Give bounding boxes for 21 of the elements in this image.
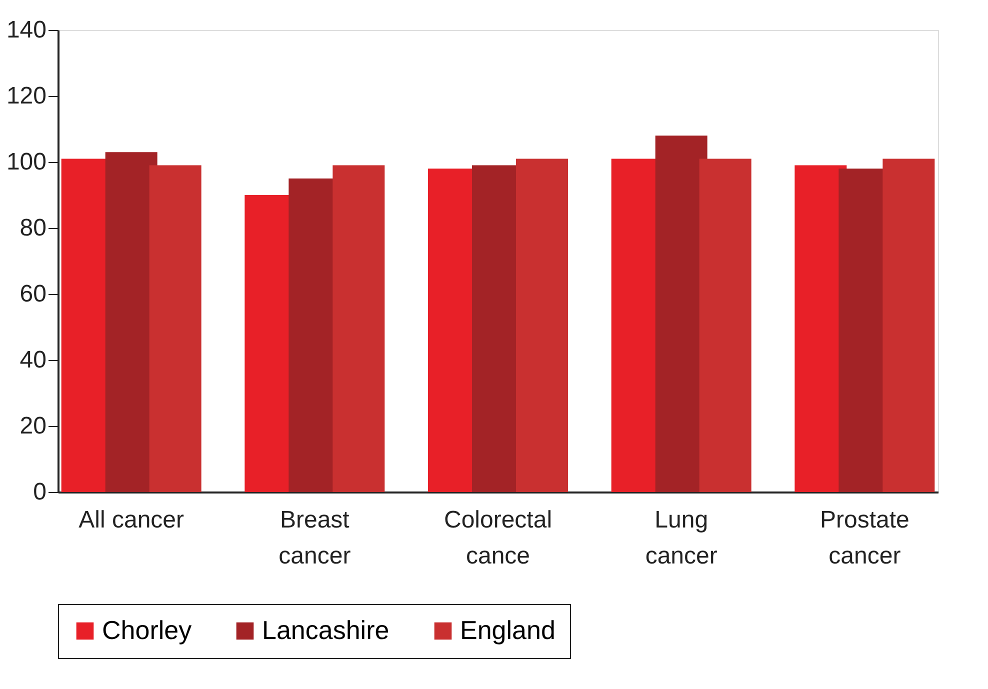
y-tick-label: 80	[20, 214, 46, 242]
x-tick-label: Lung cancer	[645, 506, 718, 570]
bar	[149, 165, 202, 492]
x-tick-label: Breast cancer	[278, 506, 351, 570]
legend-label: Chorley	[102, 615, 192, 645]
y-tick-label: 140	[6, 16, 46, 44]
x-tick-label: All cancer	[78, 506, 184, 534]
bar	[699, 158, 752, 492]
y-tick-label: 120	[6, 82, 46, 110]
y-tick-label: 20	[20, 412, 46, 440]
y-tick-label: 60	[20, 280, 46, 308]
bar	[516, 158, 568, 492]
x-tick-label: Prostate cancer	[820, 506, 910, 570]
bar	[882, 158, 935, 492]
legend-label: Lancashire	[262, 615, 390, 645]
legend-label: England	[460, 615, 556, 645]
bar	[332, 165, 385, 492]
y-tick-label: 40	[20, 346, 46, 374]
y-tick-label: 100	[6, 148, 46, 176]
y-tick-label: 0	[33, 478, 46, 506]
x-tick-label: Colorectal cance	[444, 506, 552, 570]
